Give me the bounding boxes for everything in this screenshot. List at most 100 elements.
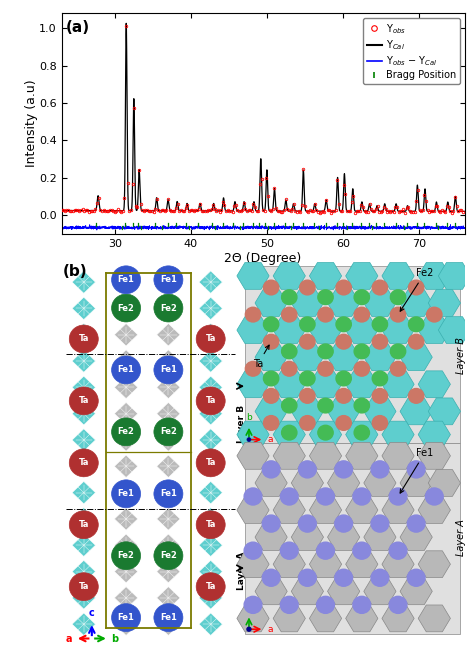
Text: Fe1: Fe1 [118, 613, 135, 622]
Text: Ta: Ta [206, 582, 216, 591]
Circle shape [336, 371, 351, 386]
Circle shape [282, 290, 297, 304]
Text: Fe1: Fe1 [160, 275, 177, 284]
Polygon shape [199, 402, 222, 425]
Polygon shape [438, 263, 471, 289]
Polygon shape [157, 297, 180, 319]
Text: Fe2: Fe2 [160, 304, 177, 312]
Polygon shape [400, 289, 432, 316]
Polygon shape [418, 443, 450, 469]
Polygon shape [114, 350, 138, 372]
Polygon shape [237, 443, 269, 469]
Polygon shape [346, 497, 378, 524]
Circle shape [354, 344, 369, 359]
Circle shape [154, 480, 183, 508]
Circle shape [389, 597, 407, 614]
Circle shape [90, 636, 94, 640]
Polygon shape [310, 421, 342, 448]
Polygon shape [72, 455, 95, 477]
Polygon shape [364, 578, 396, 604]
Polygon shape [291, 578, 323, 604]
Circle shape [69, 511, 98, 539]
Polygon shape [364, 524, 396, 550]
Circle shape [354, 398, 369, 413]
Circle shape [371, 461, 389, 478]
Circle shape [371, 569, 389, 586]
Polygon shape [237, 371, 269, 398]
Bar [181, 272, 198, 636]
Y-axis label: Intensity (a.u): Intensity (a.u) [25, 80, 37, 168]
Circle shape [196, 572, 225, 600]
Circle shape [426, 488, 443, 505]
Polygon shape [255, 524, 287, 550]
Bar [245, 266, 460, 443]
Polygon shape [328, 398, 360, 424]
Polygon shape [157, 613, 180, 636]
Polygon shape [72, 402, 95, 425]
Polygon shape [438, 317, 471, 344]
Circle shape [69, 572, 98, 600]
Circle shape [300, 415, 315, 430]
Text: b: b [246, 603, 252, 612]
Circle shape [154, 542, 183, 570]
Circle shape [409, 389, 424, 403]
Circle shape [281, 542, 298, 559]
Text: b: b [246, 413, 252, 422]
Polygon shape [199, 455, 222, 477]
Circle shape [391, 290, 406, 304]
Circle shape [154, 604, 183, 632]
Circle shape [336, 317, 351, 332]
Polygon shape [291, 344, 323, 370]
Polygon shape [310, 317, 342, 344]
Circle shape [111, 294, 141, 322]
Polygon shape [72, 323, 95, 346]
Polygon shape [328, 469, 360, 496]
Circle shape [282, 398, 297, 413]
Polygon shape [382, 371, 414, 398]
Polygon shape [418, 497, 450, 524]
Circle shape [372, 317, 388, 332]
Polygon shape [328, 578, 360, 604]
Circle shape [196, 449, 225, 477]
Polygon shape [255, 289, 287, 316]
Circle shape [318, 361, 333, 376]
Circle shape [354, 290, 369, 304]
Polygon shape [72, 481, 95, 504]
Polygon shape [364, 344, 396, 370]
Polygon shape [255, 344, 287, 370]
Text: Fe1: Fe1 [118, 366, 135, 374]
Circle shape [246, 307, 261, 322]
Circle shape [246, 361, 261, 376]
Circle shape [69, 325, 98, 353]
Circle shape [318, 344, 333, 359]
Text: Ta: Ta [206, 396, 216, 406]
Polygon shape [346, 443, 378, 469]
Polygon shape [382, 421, 414, 448]
Text: a: a [65, 634, 72, 644]
Polygon shape [114, 587, 138, 609]
Text: Ta: Ta [79, 334, 89, 344]
Circle shape [317, 597, 334, 614]
Polygon shape [310, 263, 342, 289]
Bar [245, 443, 460, 634]
Circle shape [111, 604, 141, 632]
Text: Fe2: Fe2 [118, 427, 135, 436]
Polygon shape [114, 376, 138, 398]
Polygon shape [199, 297, 222, 319]
Circle shape [281, 597, 298, 614]
Circle shape [407, 569, 425, 586]
Polygon shape [157, 508, 180, 530]
Polygon shape [400, 524, 432, 550]
Circle shape [407, 515, 425, 532]
Polygon shape [382, 443, 414, 469]
Circle shape [69, 449, 98, 477]
Polygon shape [255, 469, 287, 496]
Circle shape [336, 415, 351, 430]
Polygon shape [237, 551, 269, 578]
Polygon shape [382, 317, 414, 344]
Circle shape [353, 597, 371, 614]
Text: Ta: Ta [253, 345, 269, 369]
Polygon shape [199, 508, 222, 530]
Polygon shape [418, 371, 450, 398]
Polygon shape [237, 605, 269, 632]
